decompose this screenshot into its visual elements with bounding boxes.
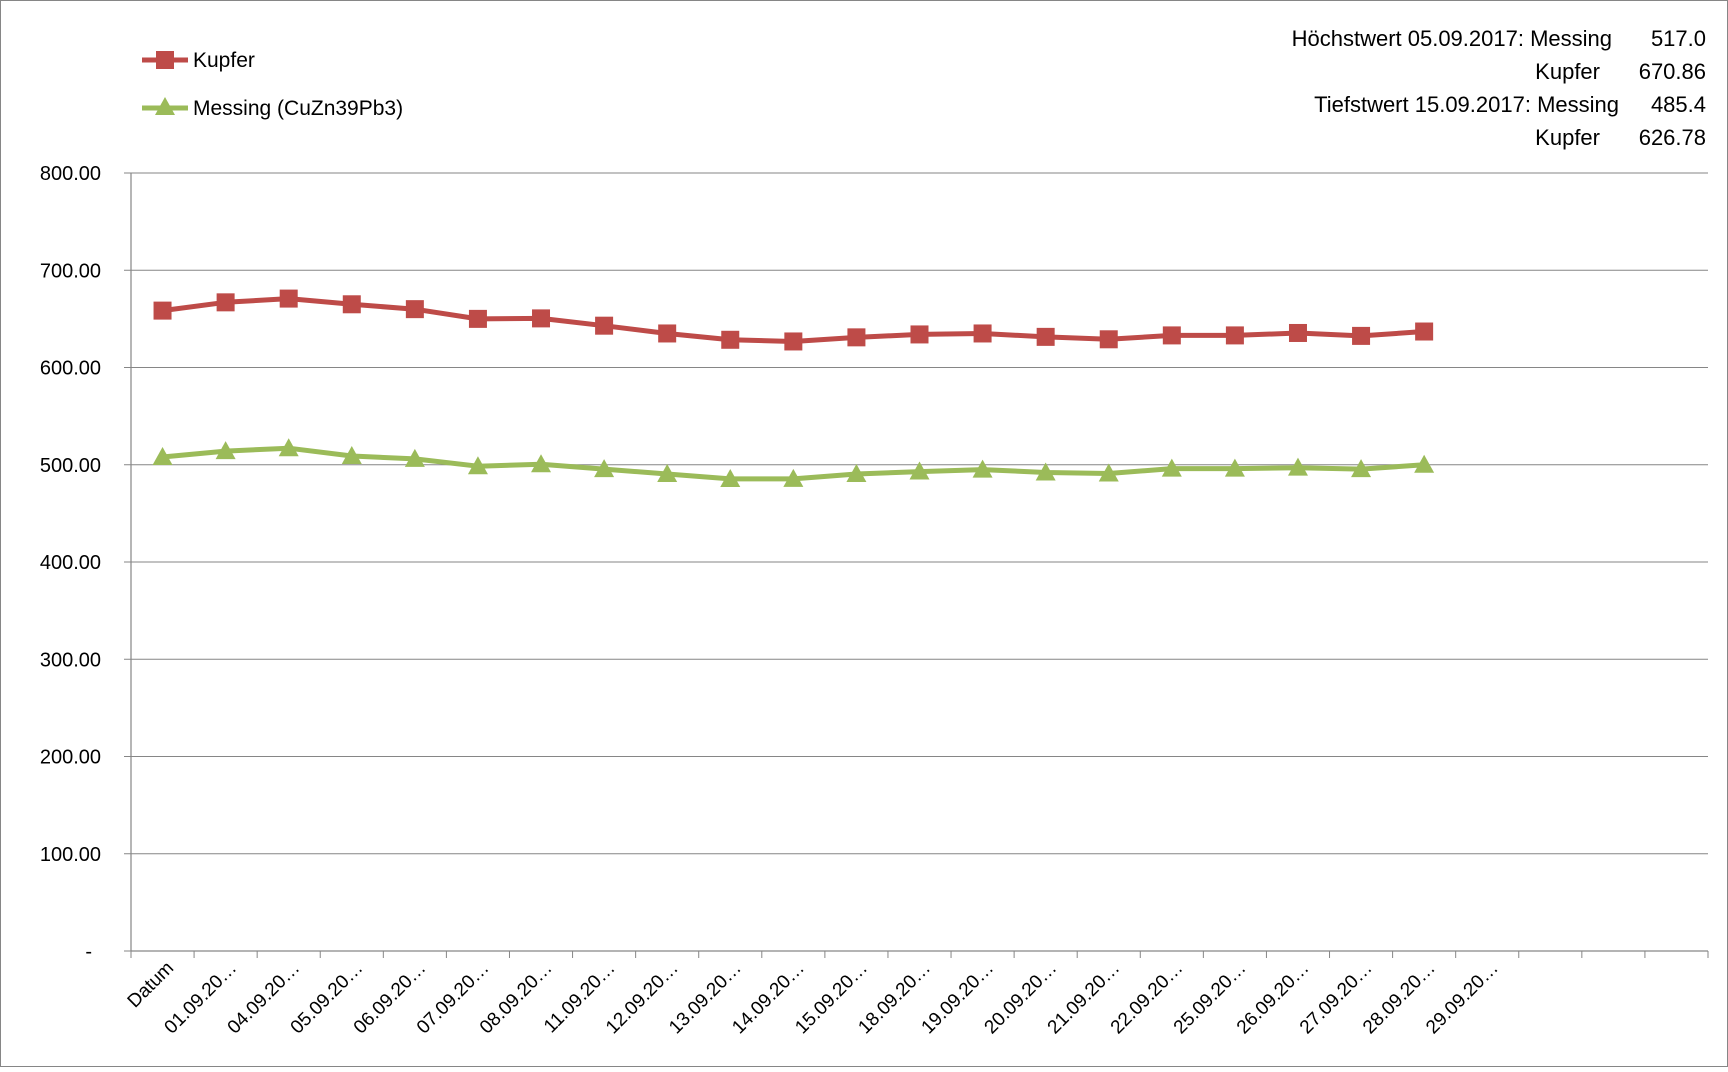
data-point xyxy=(594,459,615,478)
data-point xyxy=(1162,326,1181,345)
high-kupfer-value: 670.86 xyxy=(1639,59,1706,84)
y-tick-label: 700.00 xyxy=(40,260,101,282)
data-point xyxy=(910,325,929,344)
data-point xyxy=(972,459,993,478)
low-messing-value: 485.4 xyxy=(1651,92,1706,117)
data-point xyxy=(153,301,172,320)
data-point xyxy=(847,328,866,347)
data-point xyxy=(215,441,236,460)
data-point xyxy=(531,454,552,473)
data-point xyxy=(1351,459,1372,478)
data-point xyxy=(1098,463,1119,482)
data-point xyxy=(532,309,551,328)
extreme-values-note: Höchstwert 05.09.2017: Messing 517.0 Kup… xyxy=(1292,26,1706,150)
data-point xyxy=(404,448,425,467)
y-tick-label: 200.00 xyxy=(40,747,101,769)
y-tick-label: 100.00 xyxy=(40,844,101,866)
data-point xyxy=(1414,454,1435,473)
high-label: Höchstwert 05.09.2017: Messing xyxy=(1292,26,1612,51)
data-point xyxy=(1224,458,1245,477)
low-label: Tiefstwert 15.09.2017: Messing xyxy=(1314,92,1619,117)
high-kupfer-label: Kupfer xyxy=(1535,59,1600,84)
data-point xyxy=(1288,323,1307,342)
data-point xyxy=(279,289,298,308)
y-tick-label: 300.00 xyxy=(40,649,101,671)
data-point xyxy=(973,324,992,343)
data-point xyxy=(468,309,487,328)
data-point xyxy=(1225,326,1244,345)
data-point xyxy=(658,324,677,343)
data-point xyxy=(405,300,424,319)
low-kupfer-label: Kupfer xyxy=(1535,125,1600,150)
data-point xyxy=(216,293,235,312)
y-tick-label: 600.00 xyxy=(40,358,101,380)
data-point xyxy=(721,330,740,349)
data-point xyxy=(784,332,803,351)
series-messing xyxy=(152,438,1435,487)
data-point xyxy=(720,468,741,487)
data-point xyxy=(278,438,299,457)
low-kupfer-value: 626.78 xyxy=(1639,125,1706,150)
data-point xyxy=(1287,457,1308,476)
y-tick-label: - xyxy=(85,941,92,963)
data-point xyxy=(1035,462,1056,481)
data-point xyxy=(1099,330,1118,349)
axes xyxy=(124,172,1709,958)
y-tick-label: 500.00 xyxy=(40,455,101,477)
y-tick-label: 400.00 xyxy=(40,552,101,574)
legend-item-kupfer: Kupfer xyxy=(142,49,255,72)
data-point xyxy=(909,461,930,480)
data-point xyxy=(342,295,361,314)
series xyxy=(152,289,1435,487)
data-point xyxy=(1415,322,1434,341)
legend-marker-kupfer xyxy=(156,51,174,69)
data-point xyxy=(341,445,362,464)
legend-label-messing: Messing (CuZn39Pb3) xyxy=(193,97,403,120)
series-kupfer xyxy=(153,289,1434,351)
legend-marker-messing xyxy=(155,97,175,115)
y-axis-ticks: - 100.00 200.00 300.00 400.00 500.00 600.00 700… xyxy=(40,163,101,963)
data-point xyxy=(1352,326,1371,345)
y-tick-label: 800.00 xyxy=(40,163,101,185)
high-messing-value: 517.0 xyxy=(1651,26,1706,51)
data-point xyxy=(152,446,173,465)
legend-label-kupfer: Kupfer xyxy=(193,49,255,72)
data-point xyxy=(657,463,678,482)
data-point xyxy=(467,456,488,475)
data-point xyxy=(1036,327,1055,346)
data-point xyxy=(595,316,614,335)
data-point xyxy=(846,463,867,482)
data-point xyxy=(783,468,804,487)
legend: Kupfer Messing (CuZn39Pb3) xyxy=(142,49,403,120)
data-point xyxy=(1161,458,1182,477)
legend-item-messing: Messing (CuZn39Pb3) xyxy=(142,97,403,120)
